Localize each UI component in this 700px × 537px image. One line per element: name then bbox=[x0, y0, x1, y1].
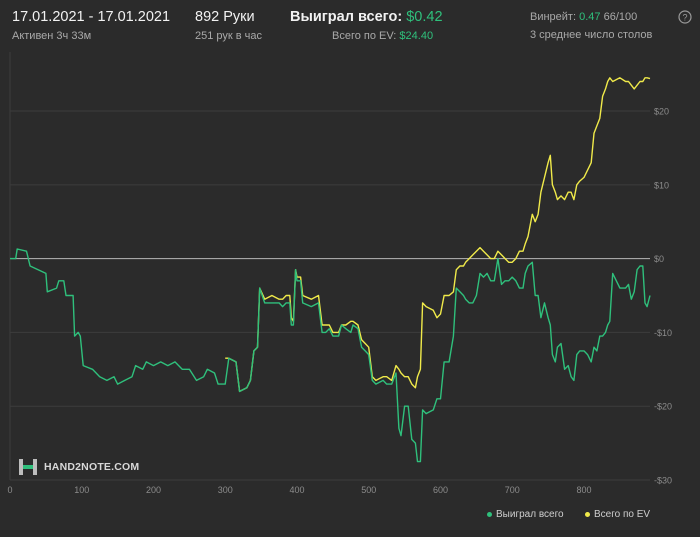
hands-count: 892 Руки bbox=[195, 9, 255, 25]
winrate-label: Винрейт: bbox=[530, 11, 577, 23]
x-tick-label: 600 bbox=[433, 485, 448, 495]
winrate-value: 0.47 bbox=[579, 11, 601, 23]
y-tick-label: $10 bbox=[654, 180, 669, 190]
x-axis-ticks: 0 100 200 300 400 500 600 700 800 bbox=[7, 485, 591, 495]
x-tick-label: 300 bbox=[218, 485, 233, 495]
x-tick-label: 700 bbox=[505, 485, 520, 495]
x-tick-label: 100 bbox=[74, 485, 89, 495]
series-line-ev bbox=[225, 77, 651, 393]
chart-grid bbox=[9, 52, 650, 481]
h2n-logo-icon bbox=[19, 459, 37, 475]
y-tick-label: $20 bbox=[654, 107, 669, 117]
x-tick-label: 200 bbox=[146, 485, 161, 495]
chart-series bbox=[10, 77, 651, 463]
ev-label: Всего по EV: bbox=[332, 30, 397, 42]
ev-value: $24.40 bbox=[399, 30, 434, 42]
hand2note-logo: HAND2NOTE.COM bbox=[18, 458, 139, 476]
summary-header: 17.01.2021 - 17.01.2021 Активен 3ч 33м 8… bbox=[0, 0, 700, 50]
logo-text: HAND2NOTE.COM bbox=[44, 461, 140, 473]
winrate: Винрейт: 0.47 66/100 bbox=[530, 11, 637, 23]
legend-dot-won bbox=[487, 512, 492, 517]
active-time: Активен 3ч 33м bbox=[12, 30, 92, 42]
winrate-unit: 66/100 bbox=[603, 11, 638, 23]
x-tick-label: 800 bbox=[576, 485, 591, 495]
y-tick-label: -$30 bbox=[654, 476, 672, 486]
x-tick-label: 400 bbox=[289, 485, 304, 495]
won-label: Выиграл всего: bbox=[290, 9, 403, 25]
legend-label-won: Выиграл всего bbox=[496, 509, 564, 520]
legend-item-won[interactable]: Выиграл всего bbox=[487, 509, 564, 520]
x-tick-label: 0 bbox=[7, 485, 12, 495]
svg-text:?: ? bbox=[682, 13, 687, 23]
ev-total: Всего по EV: $24.40 bbox=[332, 30, 433, 42]
legend-label-ev: Всего по EV bbox=[594, 509, 651, 520]
y-tick-label: $0 bbox=[654, 254, 664, 264]
hands-per-hour: 251 рук в час bbox=[195, 30, 263, 42]
legend-dot-ev bbox=[585, 512, 590, 517]
y-tick-label: -$10 bbox=[654, 328, 672, 338]
y-axis-ticks: $20 $10 $0 -$10 -$20 -$30 bbox=[654, 107, 672, 486]
won-value: $0.42 bbox=[406, 9, 443, 25]
legend-item-ev[interactable]: Всего по EV bbox=[585, 509, 650, 520]
avg-tables: 3 среднее число столов bbox=[530, 29, 653, 41]
won-total: Выиграл всего: $0.42 bbox=[290, 9, 443, 25]
info-icon[interactable]: ? bbox=[678, 10, 692, 29]
y-tick-label: -$20 bbox=[654, 402, 672, 412]
profit-chart: $20 $10 $0 -$10 -$20 -$30 0 100 200 300 400 500 600… bbox=[7, 52, 672, 495]
series-line-won bbox=[10, 248, 651, 463]
date-range[interactable]: 17.01.2021 - 17.01.2021 bbox=[12, 9, 171, 25]
x-tick-label: 500 bbox=[361, 485, 376, 495]
